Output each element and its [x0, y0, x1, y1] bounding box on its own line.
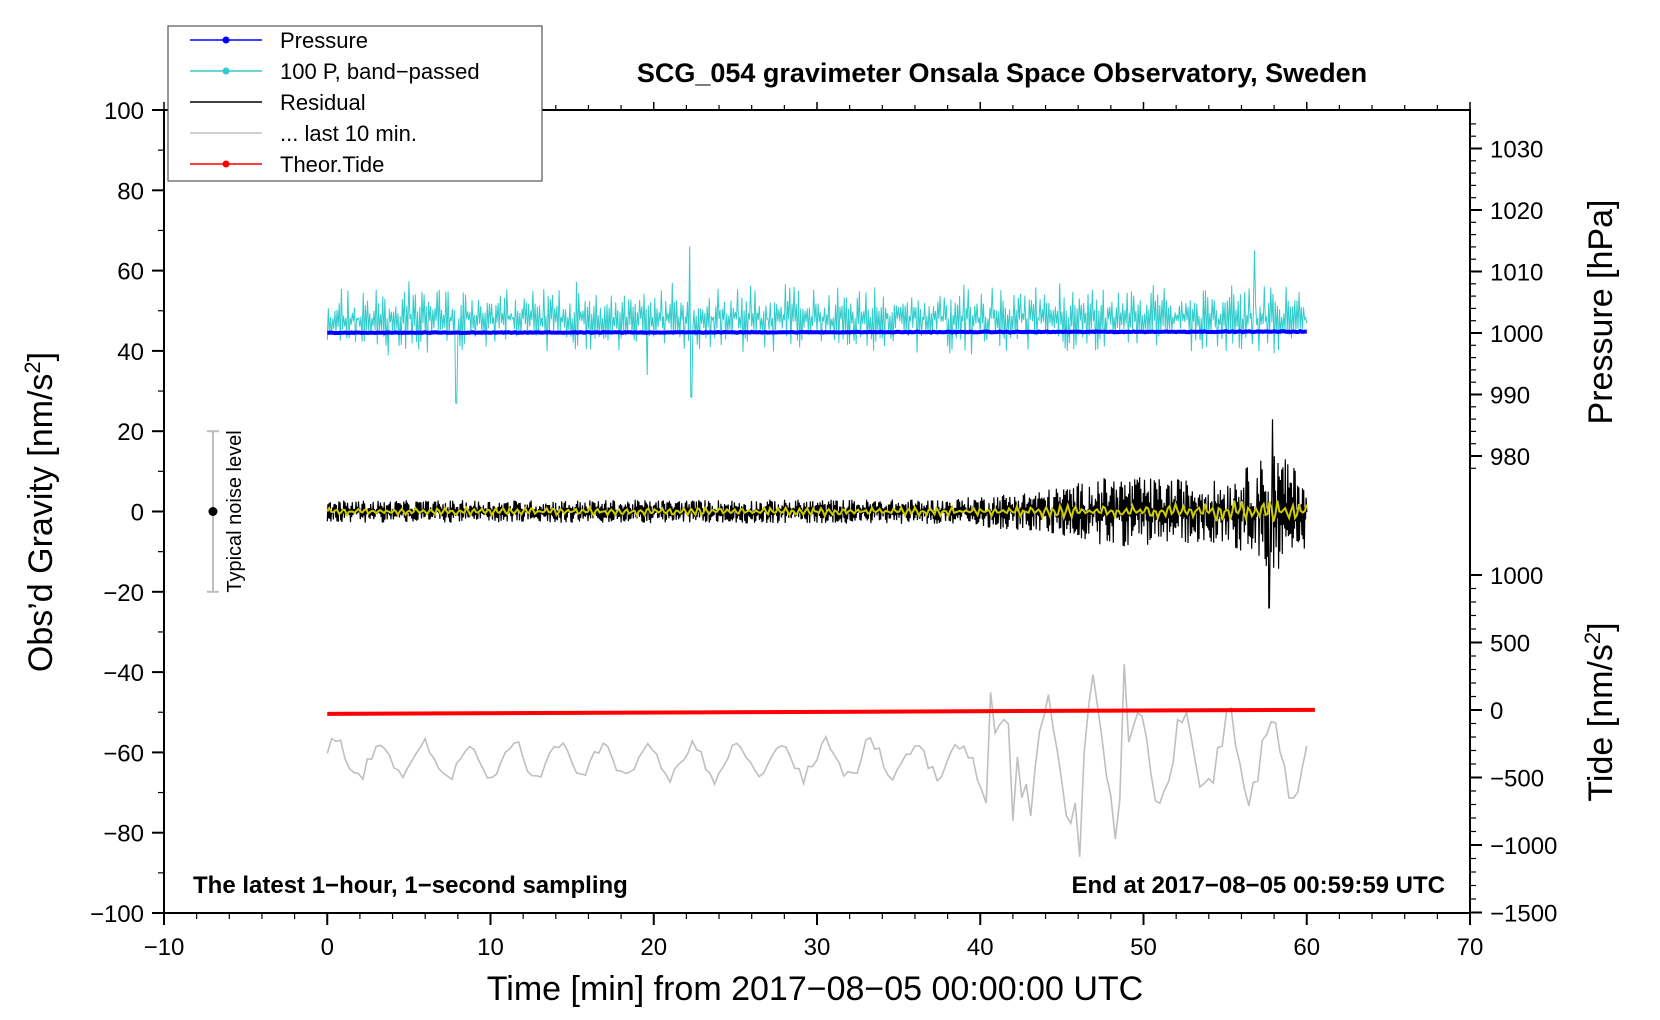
tide-axis-label: Tide [nm/s2]: [1580, 622, 1620, 801]
x-tick-label: 70: [1457, 934, 1484, 961]
noise-bar-center: [208, 507, 218, 516]
legend-label: ... last 10 min.: [280, 121, 417, 146]
legend-label: 100 P, band−passed: [280, 59, 480, 84]
y-tick-label: 60: [117, 259, 144, 286]
x-tick-label: 0: [321, 934, 334, 961]
series-theoretical-tide: [327, 707, 1315, 716]
y-tick-label: −100: [90, 901, 144, 928]
noise-bar-label: Typical noise level: [224, 430, 246, 592]
legend-swatch-marker: [222, 67, 230, 75]
y-axis-pressure: 980 990 1000 1010 1020 1030: [1470, 123, 1543, 471]
pressure-axis-label: Pressure [hPa]: [1582, 200, 1620, 425]
tide-axis-label-text: Tide [nm/s: [1582, 644, 1620, 801]
pressure-tick-label: 980: [1490, 444, 1530, 471]
y-axis-label-sup: 2: [20, 361, 45, 373]
y-axis-label-text: Obs’d Gravity [nm/s: [22, 374, 60, 673]
tide-tick-label: 0: [1490, 698, 1503, 725]
x-tick-label: 10: [477, 934, 504, 961]
annotation-end-time: End at 2017−08−05 00:59:59 UTC: [1071, 872, 1445, 899]
x-tick-label: 20: [640, 934, 667, 961]
x-tick-label: 50: [1130, 934, 1157, 961]
y-tick-label: 20: [117, 419, 144, 446]
legend-label: Pressure: [280, 28, 368, 53]
tide-axis-label-sup: 2: [1580, 632, 1605, 644]
tide-tick-label: 500: [1490, 631, 1530, 658]
legend-swatch-marker: [222, 36, 230, 44]
x-tick-label: −10: [144, 934, 185, 961]
tide-axis-label-end: ]: [1582, 622, 1620, 631]
noise-level-bar: Typical noise level: [206, 430, 246, 593]
y-tick-label: 80: [117, 178, 144, 205]
x-axis-label: Time [min] from 2017−08−05 00:00:00 UTC: [487, 970, 1143, 1008]
x-axis: −10 0 10 20 30 40 50 60 70: [144, 102, 1484, 961]
legend: Pressure 100 P, band−passed Residual ... la…: [167, 25, 543, 182]
legend-swatch-marker: [222, 160, 230, 168]
y-axis-label: Obs’d Gravity [nm/s2]: [20, 352, 60, 672]
y-axis-gravity: −100 −80 −60 −40 −20 0 20 40 60 80 100: [90, 98, 164, 928]
y-tick-label: 40: [117, 339, 144, 366]
series-residual-smoothed: [326, 500, 1308, 523]
x-tick-label: 30: [804, 934, 831, 961]
series-last-10-min: [326, 664, 1308, 857]
y-tick-label: 0: [131, 500, 144, 527]
pressure-tick-label: 990: [1490, 383, 1530, 410]
tide-tick-label: 1000: [1490, 563, 1543, 590]
y-tick-label: 100: [104, 98, 144, 125]
legend-label: Residual: [280, 90, 366, 115]
y-axis-tide: −1500 −1000 −500 0 500 1000: [1470, 563, 1557, 928]
y-tick-label: −80: [103, 821, 144, 848]
series-layer: [326, 246, 1315, 857]
legend-box: [167, 25, 543, 182]
y-axis-label-end: ]: [22, 352, 60, 361]
pressure-tick-label: 1010: [1490, 260, 1543, 287]
y-tick-label: −20: [103, 580, 144, 607]
tide-tick-label: −500: [1490, 766, 1544, 793]
tide-tick-label: −1000: [1490, 833, 1557, 860]
pressure-tick-label: 1030: [1490, 137, 1543, 164]
x-tick-label: 40: [967, 934, 994, 961]
legend-label: Theor.Tide: [280, 152, 384, 177]
annotation-sampling: The latest 1−hour, 1−second sampling: [193, 872, 628, 899]
y-tick-label: −40: [103, 660, 144, 687]
x-tick-label: 60: [1293, 934, 1320, 961]
pressure-tick-label: 1020: [1490, 198, 1543, 225]
y-tick-label: −60: [103, 740, 144, 767]
tide-tick-label: −1500: [1490, 901, 1557, 928]
pressure-tick-label: 1000: [1490, 321, 1543, 348]
chart-title: SCG_054 gravimeter Onsala Space Observat…: [637, 58, 1367, 88]
series-pressure: [327, 329, 1307, 336]
